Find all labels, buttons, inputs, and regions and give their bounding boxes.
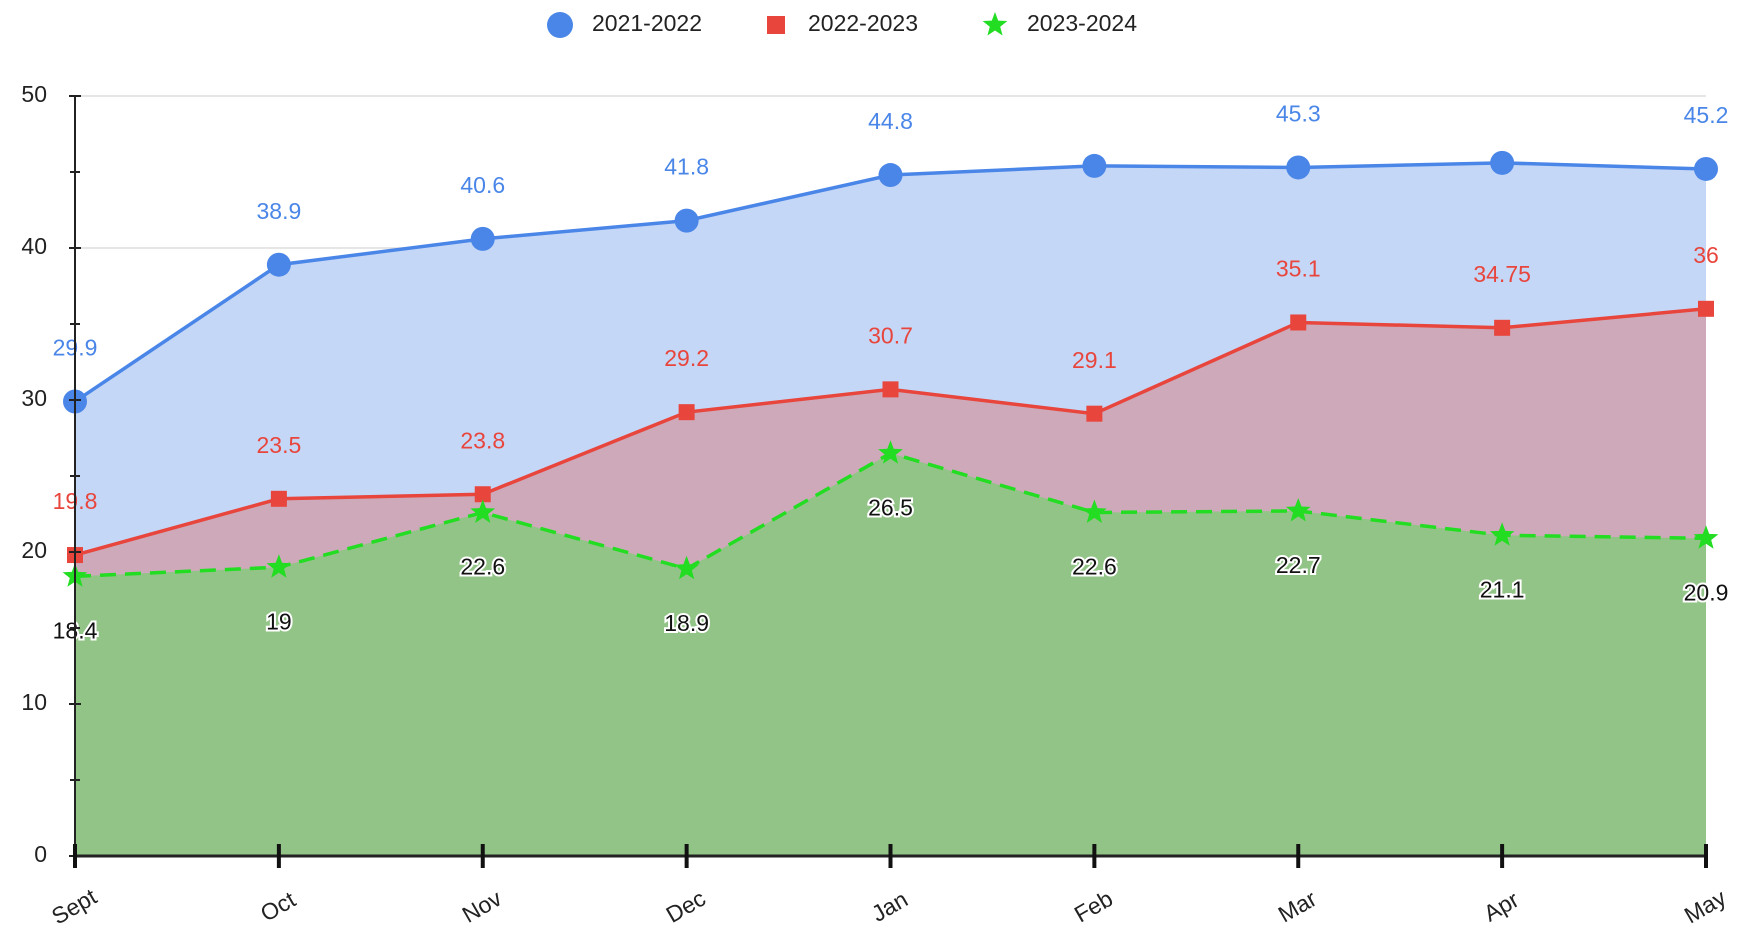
data-label: 20.9 [1684,579,1729,605]
legend-label: 2022-2023 [808,10,918,36]
data-label: 30.7 [868,322,913,348]
marker [470,226,495,251]
data-label: 22.6 [1072,554,1117,580]
data-label: 22.7 [1276,552,1321,578]
marker [1086,405,1103,422]
marker [1489,522,1515,546]
x-tick-label: Mar [1274,885,1322,927]
legend-label: 2023-2024 [1027,10,1137,36]
y-tick-label: 10 [21,689,47,715]
marker [678,404,695,421]
marker [1082,499,1107,523]
data-label: 41.8 [664,154,709,180]
x-tick-label: Feb [1070,885,1117,927]
marker [882,381,899,398]
legend-marker [982,12,1008,36]
data-label: 35.1 [1276,256,1321,282]
legend-marker [547,12,573,38]
data-label: 29.1 [1072,347,1117,373]
x-tick-label: Sept [47,883,102,929]
data-label: 22.6 [460,554,505,580]
data-label: 21.1 [1480,576,1525,602]
legend-label: 2021-2022 [592,10,702,36]
data-label: 26.5 [868,494,913,520]
marker [1694,156,1718,181]
data-label: 36 [1693,242,1719,268]
marker [674,208,699,233]
x-tick-label: Nov [458,885,507,928]
marker [1290,314,1307,331]
x-tick-label: Apr [1479,886,1523,927]
x-tick-label: May [1680,884,1731,928]
data-label: 23.5 [256,432,301,458]
area [75,453,1706,856]
data-label: 45.2 [1684,102,1729,128]
data-label: 34.75 [1473,261,1531,287]
data-label: 18.9 [664,610,709,636]
data-label: 38.9 [256,198,301,224]
marker [1285,498,1311,522]
marker [674,555,699,580]
data-label: 45.3 [1276,101,1321,127]
marker [470,499,496,523]
y-tick-label: 0 [34,841,47,867]
marker [474,486,491,503]
marker [266,252,291,277]
y-tick-label: 30 [21,385,47,411]
data-label: 23.8 [460,427,505,453]
y-tick-label: 50 [21,81,47,107]
data-label: 19 [266,608,292,634]
marker [878,440,903,464]
y-tick-label: 20 [21,537,47,563]
marker [1693,525,1719,549]
marker [1082,153,1107,178]
y-tick-label: 40 [21,233,47,259]
marker [1490,150,1515,175]
data-label: 40.6 [460,172,505,198]
x-tick-label: Oct [256,886,301,927]
marker [1286,155,1311,180]
marker [266,554,292,578]
legend-marker [767,16,785,34]
data-label: 29.2 [664,345,709,371]
marker [1494,319,1511,336]
marker [878,163,903,188]
marker [1698,300,1714,317]
marker [270,490,287,507]
x-tick-label: Jan [867,886,912,927]
data-label: 44.8 [868,108,913,134]
x-tick-label: Dec [661,885,709,928]
